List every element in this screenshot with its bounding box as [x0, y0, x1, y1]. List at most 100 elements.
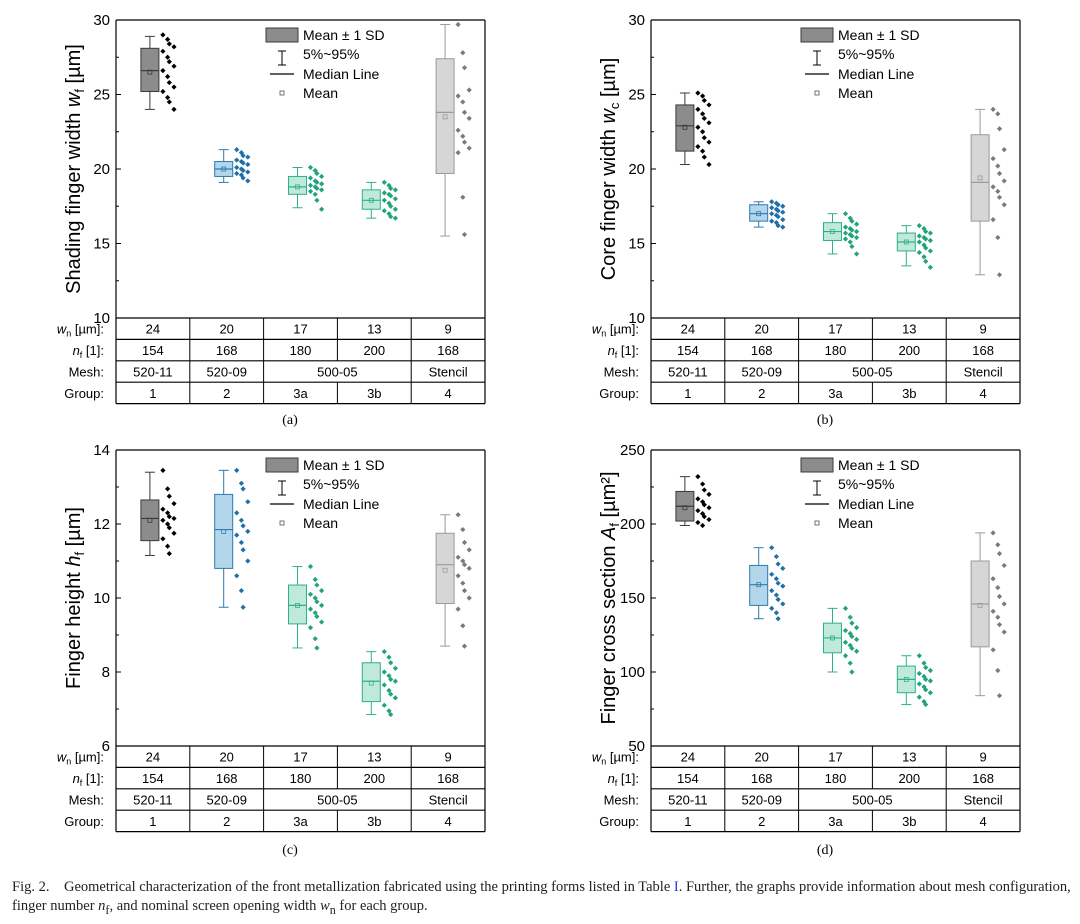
- y-tick-label: 25: [628, 87, 645, 104]
- data-point: [319, 187, 325, 193]
- table-cell-nf: 154: [677, 771, 699, 786]
- y-axis-label-text: Shading finger width: [63, 107, 85, 294]
- y-axis-label-text: Finger cross section: [598, 540, 620, 725]
- sd-box: [361, 189, 381, 210]
- nf-symbol: n: [98, 898, 106, 914]
- data-point: [780, 565, 786, 571]
- legend-box-label: Mean ± 1 SD: [838, 457, 920, 473]
- table-label-wn-symbol: w: [57, 750, 68, 765]
- data-point: [388, 214, 394, 220]
- table-cell-mesh: 520-09: [741, 793, 781, 808]
- table-cell-nf: 180: [290, 343, 312, 358]
- data-point: [240, 547, 246, 553]
- mean-marker: [756, 211, 762, 217]
- data-point: [700, 111, 706, 117]
- data-point: [849, 227, 855, 233]
- table-cell-nf: 200: [898, 771, 920, 786]
- y-axis-label-text: Finger height: [63, 567, 85, 689]
- data-point: [319, 181, 325, 187]
- table-label-nf-symbol: n: [608, 771, 615, 786]
- table-cell-group: 2: [223, 386, 230, 401]
- data-point: [460, 526, 466, 533]
- data-point: [171, 44, 177, 50]
- y-axis-label-text: Core finger width: [598, 124, 620, 281]
- data-point: [916, 239, 922, 245]
- figure-caption-text-2: . Further, the graphs provide informatio…: [12, 879, 1071, 914]
- mean-marker: [221, 166, 227, 172]
- data-point: [388, 185, 394, 191]
- table-label-nf: nf [1]:: [608, 343, 639, 360]
- table-cell-group: 3a: [828, 386, 843, 401]
- data-point: [927, 264, 933, 270]
- table-reference-link[interactable]: I: [673, 879, 679, 895]
- box-group-3b: [896, 223, 933, 270]
- data-point: [1001, 178, 1007, 184]
- table-cell-wn: 20: [219, 322, 233, 337]
- table-cell-mesh: 500-05: [852, 365, 892, 380]
- box-group-3a: [288, 164, 325, 212]
- data-point: [245, 528, 251, 534]
- table-cell-group: 3a: [293, 386, 308, 401]
- table-cell-nf: 154: [142, 771, 164, 786]
- table-label-nf-unit: [1]:: [617, 343, 639, 358]
- box-group-1: [675, 90, 712, 168]
- data-point: [1001, 562, 1007, 569]
- table-cell-mesh: 520-11: [133, 365, 173, 380]
- data-point: [701, 487, 707, 493]
- data-point: [923, 245, 929, 251]
- table-label-nf-unit: [1]:: [82, 343, 104, 358]
- y-axis-label-symbol: w: [63, 91, 85, 107]
- data-point: [381, 682, 387, 688]
- data-point: [307, 625, 314, 631]
- table-cell-mesh: Stencil: [429, 365, 468, 380]
- data-point: [238, 539, 244, 546]
- table-label-wn: wn [µm]:: [592, 322, 639, 339]
- legend-mean-label: Mean: [303, 515, 338, 531]
- table-label-nf-subscript: f: [80, 778, 83, 788]
- table-label-wn-unit: [µm]:: [71, 322, 104, 337]
- data-point: [990, 184, 996, 190]
- data-point: [238, 480, 244, 486]
- data-point: [923, 258, 929, 264]
- data-point: [166, 99, 172, 105]
- data-point: [386, 654, 392, 660]
- data-point: [388, 203, 394, 209]
- data-point: [240, 160, 246, 166]
- y-axis-label-subscript: f: [72, 552, 87, 556]
- data-point: [381, 702, 387, 708]
- table-cell-nf: 154: [142, 343, 164, 358]
- data-point: [386, 708, 392, 714]
- data-point: [381, 190, 387, 196]
- box-group-3a: [288, 563, 325, 651]
- data-point: [240, 175, 246, 181]
- table-label-nf-symbol: n: [73, 343, 80, 358]
- data-point: [245, 154, 251, 160]
- nf-subscript: f: [105, 902, 110, 917]
- table-cell-group: 4: [444, 814, 451, 829]
- table-label-nf-symbol: n: [608, 343, 615, 358]
- y-tick-label: 6: [102, 738, 110, 755]
- data-point: [775, 616, 781, 622]
- data-point: [854, 636, 860, 643]
- data-point: [700, 129, 706, 135]
- panel-b: 10 15 20 25 30 Core finger width wc [µm] Mean …: [535, 0, 1075, 408]
- table-cell-wn: 9: [444, 750, 451, 765]
- panel-a: 10 15 20 25 30 Shading finger width wf [µm] Me…: [0, 0, 540, 408]
- table-label-wn-unit: [µm]:: [606, 750, 639, 765]
- data-point: [386, 673, 392, 679]
- data-point: [847, 660, 853, 666]
- table-cell-wn: 13: [367, 750, 381, 765]
- data-point: [165, 36, 171, 42]
- box-group-1: [140, 467, 177, 557]
- box-group-4: [970, 106, 1007, 278]
- table-cell-nf: 168: [972, 771, 994, 786]
- data-point: [916, 223, 922, 229]
- data-point: [160, 536, 166, 542]
- table-label-nf-subscript: f: [615, 350, 618, 360]
- data-point: [996, 126, 1003, 132]
- data-point: [995, 234, 1001, 241]
- y-axis-label-unit: [µm²]: [598, 472, 620, 524]
- data-point: [386, 687, 392, 694]
